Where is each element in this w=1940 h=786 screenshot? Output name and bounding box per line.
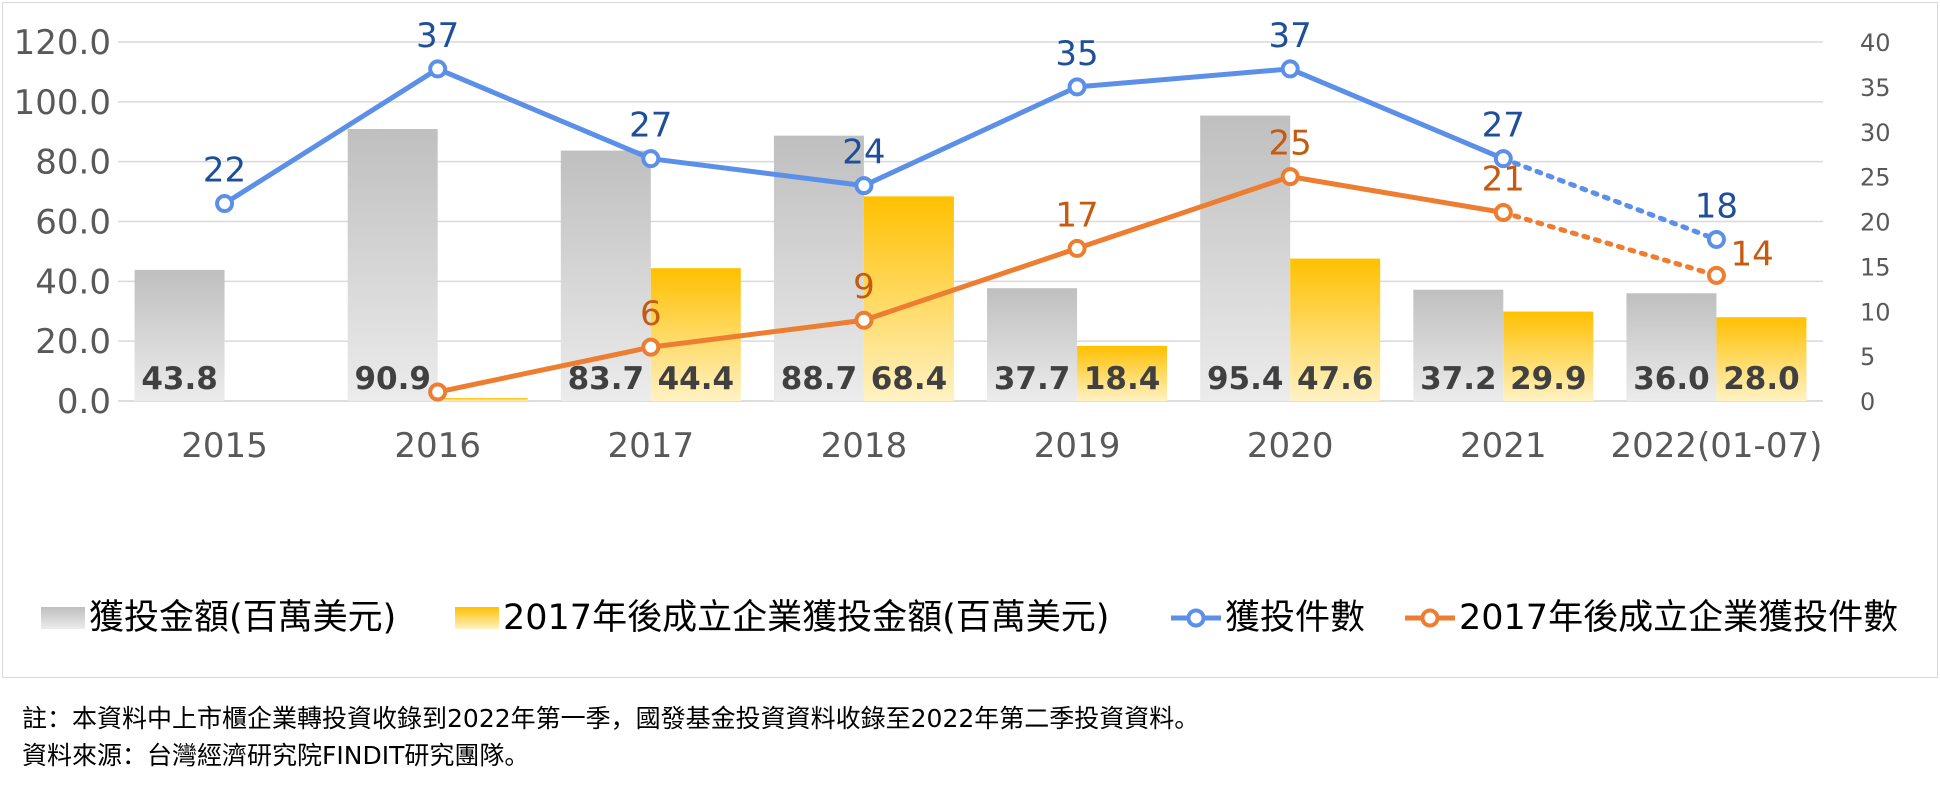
legend-marker [1186,608,1206,628]
line-marker [428,382,448,402]
bar-data-label: 83.7 [568,361,645,397]
line-data-label: 21 [1482,160,1525,200]
y2-axis-tick-label: 15 [1860,253,1891,281]
line-marker [641,337,661,357]
line-data-label: 37 [1269,16,1312,56]
y-axis-tick-label: 60.0 [35,203,111,243]
bar-data-label: 37.7 [994,361,1071,397]
bar [1290,258,1381,401]
bar-data-label: 28.0 [1723,361,1800,397]
line-marker [1067,77,1087,97]
line-data-label: 18 [1695,186,1738,226]
y2-axis-tick-label: 20 [1860,209,1891,237]
source-text: 資料來源：台灣經濟研究院FINDIT研究團隊。 [22,741,530,770]
bar [863,196,954,401]
line-data-label: 9 [853,267,875,307]
bar-data-label: 90.9 [354,361,431,397]
x-axis-tick-label: 2019 [1034,426,1121,466]
y2-axis-tick-label: 40 [1860,29,1891,57]
x-axis-tick-label: 2016 [394,426,481,466]
x-axis-tick-label: 2022(01-07) [1611,426,1823,466]
line-marker [428,59,448,79]
x-axis-tick-label: 2020 [1247,426,1334,466]
series-line-projected [1500,210,1719,278]
bar-data-label: 37.2 [1420,361,1497,397]
bar [650,268,741,401]
legend-swatch [455,607,499,629]
line-marker [1493,149,1513,169]
line-marker [641,149,661,169]
bar [134,269,225,401]
line-marker [1706,229,1726,249]
legend-marker [1420,608,1440,628]
y-axis-tick-label: 20.0 [35,322,111,362]
bar [1413,289,1504,401]
line-data-label: 27 [629,106,672,146]
y-axis-tick-label: 80.0 [35,143,111,183]
bar-data-label: 44.4 [658,361,735,397]
bar [1077,345,1168,401]
y2-axis-tick-label: 10 [1860,298,1891,326]
x-axis-tick-label: 2018 [821,426,908,466]
legend-label: 2017年後成立企業獲投金額(百萬美元) [503,598,1109,638]
bar [437,398,528,401]
y2-axis-tick-label: 0 [1860,388,1875,416]
bar-data-label: 18.4 [1084,361,1161,397]
chart-notes: 註：本資料中上市櫃企業轉投資收錄到2022年第一季，國發基金投資資料收錄至202… [22,700,1199,774]
y-axis-tick-label: 0.0 [57,382,111,422]
line-marker [1067,238,1087,258]
line-marker [215,194,235,214]
bar [1503,311,1594,401]
line-marker [854,310,874,330]
line-marker [1493,203,1513,223]
line-data-label: 17 [1055,195,1098,235]
bar-data-label: 36.0 [1633,361,1710,397]
bar-data-label: 47.6 [1297,361,1374,397]
bar-data-label: 88.7 [781,361,858,397]
bar [560,150,651,401]
line-data-label: 6 [640,294,662,334]
y2-axis-tick-label: 30 [1860,119,1891,147]
line-data-label: 37 [416,16,459,56]
footnote-text: 註：本資料中上市櫃企業轉投資收錄到2022年第一季，國發基金投資資料收錄至202… [22,704,1200,733]
bar-data-label: 43.8 [141,361,218,397]
line-data-label: 35 [1055,34,1098,74]
series-line [437,174,1504,395]
y2-axis-tick-label: 25 [1860,164,1891,192]
y-axis-tick-label: 40.0 [35,262,111,302]
legend-label: 2017年後成立企業獲投件數 [1459,598,1898,638]
y-axis-tick-label: 100.0 [14,83,111,123]
line-data-label: 22 [203,151,246,191]
series-line-projected [1500,156,1719,242]
combo-chart: 0.0 20.0 40.0 60.0 80.0 100.0 120.0 0 5 10 15 20 25 3… [14,16,1898,638]
bar [1200,115,1291,401]
bar [347,129,438,401]
chart-frame: 0.0 20.0 40.0 60.0 80.0 100.0 120.0 0 5 10 15 20 25 3… [2,2,1938,678]
line-marker [1280,167,1300,187]
line-data-label: 27 [1482,106,1525,146]
bar-data-label: 29.9 [1510,361,1587,397]
x-axis-tick-label: 2017 [608,426,695,466]
line-data-label: 14 [1730,234,1773,274]
x-axis-tick-label: 2021 [1460,426,1547,466]
line-marker [854,176,874,196]
line-data-label: 25 [1269,124,1312,164]
bar [1716,317,1807,401]
bar [1626,293,1717,401]
bar [987,288,1078,401]
legend-label: 獲投金額(百萬美元) [89,598,396,638]
bar-data-label: 95.4 [1207,361,1284,397]
line-marker [1280,59,1300,79]
line-marker [1706,265,1726,285]
line-data-label: 24 [842,133,885,173]
x-axis-tick-label: 2015 [181,426,268,466]
y2-axis-tick-label: 5 [1860,343,1875,371]
y2-axis-tick-label: 35 [1860,74,1891,102]
y-axis-tick-label: 120.0 [14,23,111,63]
legend-label: 獲投件數 [1225,598,1365,638]
bar-data-label: 68.4 [871,361,948,397]
legend-swatch [41,607,85,629]
